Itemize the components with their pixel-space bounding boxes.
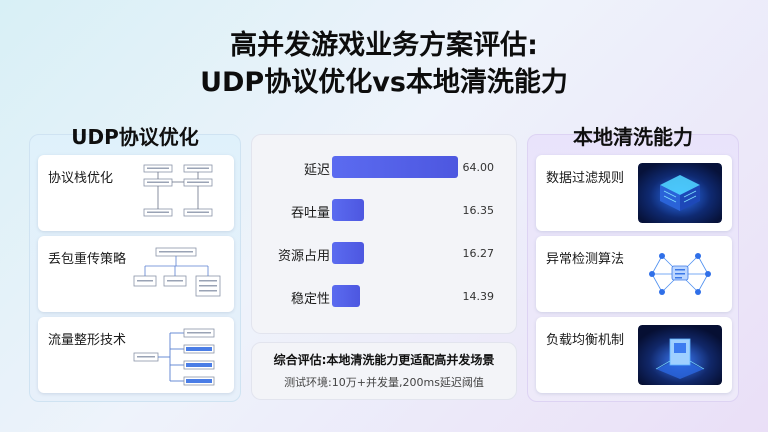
card-label: 异常检测算法	[546, 252, 625, 267]
summary-main-text: 综合评估:本地清洗能力更适配高并发场景	[273, 353, 495, 367]
metrics-panel: 延迟 64.00 吞吐量 16.35 资源占用 16.27 稳定性 14.39	[251, 134, 517, 334]
card-traffic-shaping[interactable]: 流量整形技术	[38, 317, 234, 393]
flowchart-icon	[143, 164, 213, 217]
tree-diagram-icon	[133, 247, 221, 297]
metric-value: 16.27	[462, 247, 495, 260]
card-label: 丢包重传策略	[48, 252, 127, 267]
branch-diagram-icon	[133, 328, 215, 386]
metric-bar	[332, 242, 364, 264]
metric-label: 资源占用	[277, 249, 330, 264]
card-load-balancing[interactable]: 负载均衡机制	[536, 317, 732, 393]
card-label: 协议栈优化	[48, 171, 114, 186]
summary-box: 综合评估:本地清洗能力更适配高并发场景 测试环境:10万+并发量,200ms延迟…	[251, 342, 517, 400]
udp-optimization-panel: UDP协议优化 协议栈优化 丢包重传策略	[29, 125, 241, 402]
metric-bar	[332, 199, 364, 221]
page-title-line2: UDP协议优化vs本地清洗能力	[200, 67, 568, 98]
network-graph-icon	[638, 244, 722, 304]
metric-value: 16.35	[462, 204, 495, 217]
metric-label: 延迟	[303, 163, 330, 178]
local-cleaning-panel: 本地清洗能力 数据过滤规则 异常检测算法	[527, 125, 739, 402]
card-data-filter[interactable]: 数据过滤规则	[536, 155, 732, 231]
cleaning-panel-heading: 本地清洗能力	[573, 125, 693, 149]
chip-balance-icon	[638, 325, 722, 385]
card-protocol-stack[interactable]: 协议栈优化	[38, 155, 234, 231]
card-label: 负载均衡机制	[546, 333, 625, 348]
server-filter-icon	[638, 163, 722, 223]
card-retransmit[interactable]: 丢包重传策略	[38, 236, 234, 312]
metric-label: 吞吐量	[290, 206, 330, 221]
metric-value: 14.39	[462, 290, 495, 303]
udp-panel-heading: UDP协议优化	[71, 125, 199, 149]
card-anomaly-detection[interactable]: 异常检测算法	[536, 236, 732, 312]
metric-value: 64.00	[462, 161, 495, 174]
card-label: 流量整形技术	[48, 333, 127, 348]
summary-sub-text: 测试环境:10万+并发量,200ms延迟阈值	[284, 376, 484, 389]
metric-label: 稳定性	[290, 292, 330, 307]
card-label: 数据过滤规则	[546, 171, 625, 186]
metric-bar	[332, 285, 360, 307]
page-title-line1: 高并发游戏业务方案评估:	[230, 30, 538, 61]
metric-bar	[332, 156, 458, 178]
